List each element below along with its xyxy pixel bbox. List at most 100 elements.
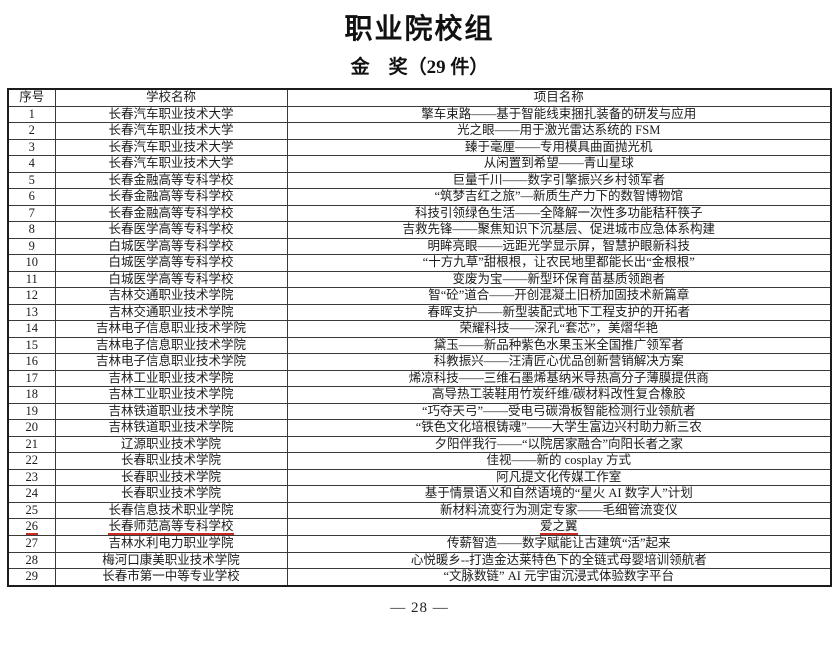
school-name: 长春金融高等专科学校 — [108, 205, 234, 220]
table-row: 22 长春职业技术学院 佳视——新的 cosplay 方式 — [7, 452, 832, 470]
school-name-cell: 吉林交通职业技术学院 — [54, 287, 288, 305]
table-row: 8 长春医学高等专科学校 吉救先锋——聚焦知识下沉基层、促进城市应急体系构建 — [7, 221, 832, 239]
row-no-cell: 23 — [7, 468, 56, 486]
table-row: 10 白城医学高等专科学校 “十方九草”甜根根，让农民地里都能长出“金根根” — [7, 254, 832, 272]
school-name-cell: 吉林电子信息职业技术学院 — [54, 353, 288, 371]
project-name: “文脉数链” AI 元宇宙沉浸式体验数字平台 — [443, 569, 675, 584]
row-number: 14 — [25, 321, 39, 336]
project-name-cell: 心悦暖乡--打造金达莱特色下的全链式母婴培训领航者 — [286, 551, 832, 569]
project-name: 基于情景语义和自然语境的“星火 AI 数字人”计划 — [424, 486, 693, 501]
project-name-cell: 爱之翼 — [286, 518, 832, 536]
school-name: 吉林电子信息职业技术学院 — [95, 321, 246, 336]
project-name: 吉救先锋——聚焦知识下沉基层、促进城市应急体系构建 — [402, 222, 715, 237]
project-name: 阿凡提文化传媒工作室 — [496, 469, 622, 484]
row-no-cell: 16 — [7, 353, 56, 371]
school-name: 长春职业技术学院 — [120, 453, 221, 468]
school-name-cell: 长春汽车职业技术大学 — [54, 155, 288, 173]
project-name-cell: 荣耀科技——深孔“套芯”，美熠华艳 — [286, 320, 832, 338]
project-name: 巨量千川——数字引擎振兴乡村领军者 — [452, 172, 665, 187]
table-row: 6 长春金融高等专科学校 “筑梦吉红之旅”—新质生产力下的数智博物馆 — [7, 188, 832, 206]
project-name: 心悦暖乡--打造金达莱特色下的全链式母婴培训领航者 — [410, 552, 707, 567]
project-name-cell: 基于情景语义和自然语境的“星火 AI 数字人”计划 — [286, 485, 832, 503]
header-row: 序号 学校名称 项目名称 — [7, 88, 832, 107]
table-row: 16 吉林电子信息职业技术学院 科教振兴——汪清匠心优品创新营销解决方案 — [7, 353, 832, 371]
project-name: 从闲置到希望——青山星球 — [483, 156, 634, 171]
table-row: 5 长春金融高等专科学校 巨量千川——数字引擎振兴乡村领军者 — [7, 171, 832, 189]
row-no-cell: 9 — [7, 237, 56, 255]
row-no-cell: 25 — [7, 501, 56, 519]
award-table: 序号 学校名称 项目名称 1 长春汽车职业技术大学 擎车束路——基于智能线束捆扎装备… — [7, 88, 832, 587]
project-name: “筑梦吉红之旅”—新质生产力下的数智博物馆 — [434, 189, 684, 204]
school-name: 吉林交通职业技术学院 — [108, 288, 234, 303]
table-row: 13 吉林交通职业技术学院 春晖支护——新型装配式地下工程支护的开拓者 — [7, 303, 832, 321]
table-row: 1 长春汽车职业技术大学 擎车束路——基于智能线束捆扎装备的研发与应用 — [7, 105, 832, 123]
school-name: 白城医学高等专科学校 — [108, 271, 234, 286]
table-row: 15 吉林电子信息职业技术学院 黛玉——新品种紫色水果玉米全国推广领军者 — [7, 336, 832, 354]
col-header-project: 项目名称 — [286, 88, 832, 107]
row-number: 19 — [25, 403, 39, 418]
project-name-cell: 臻于毫厘——专用模具曲面抛光机 — [286, 138, 832, 156]
table-body: 1 长春汽车职业技术大学 擎车束路——基于智能线束捆扎装备的研发与应用 2 长春汽车职业… — [7, 105, 832, 586]
row-number: 12 — [25, 288, 39, 303]
project-name: 烯凉科技——三维石墨烯基纳米导热高分子薄膜提供商 — [408, 370, 709, 385]
row-number: 6 — [28, 189, 35, 204]
row-no-cell: 13 — [7, 303, 56, 321]
project-name-cell: 明眸亮眼——远距光学显示屏，智慧护眼新科技 — [286, 237, 832, 255]
row-no-cell: 29 — [7, 568, 56, 586]
row-number: 13 — [25, 304, 39, 319]
project-name-cell: “巧夺天弓”——受电弓碳滑板智能检测行业领航者 — [286, 402, 832, 420]
row-no-cell: 18 — [7, 386, 56, 404]
table-row: 12 吉林交通职业技术学院 智“砼”道合——开创混凝土旧桥加固技术新篇章 — [7, 287, 832, 305]
school-name-cell: 吉林水利电力职业学院 — [54, 535, 288, 553]
school-name-cell: 吉林铁道职业技术学院 — [54, 419, 288, 437]
project-name-cell: 烯凉科技——三维石墨烯基纳米导热高分子薄膜提供商 — [286, 369, 832, 387]
project-name-cell: 高导热工装鞋用竹炭纤维/碳材料改性复合橡胶 — [286, 386, 832, 404]
row-number: 28 — [25, 552, 39, 567]
school-name-cell: 长春汽车职业技术大学 — [54, 122, 288, 140]
school-name: 吉林工业职业技术学院 — [108, 387, 234, 402]
row-no-cell: 5 — [7, 171, 56, 189]
school-name-cell: 吉林铁道职业技术学院 — [54, 402, 288, 420]
school-name-cell: 长春汽车职业技术大学 — [54, 138, 288, 156]
award-subtitle: 金 奖（29 件） — [350, 57, 489, 78]
row-no-cell: 14 — [7, 320, 56, 338]
school-name-cell: 长春师范高等专科学校 — [54, 518, 288, 536]
table-row: 20 吉林铁道职业技术学院 “铁色文化培根铸魂”——大学生富边兴村助力新三农 — [7, 419, 832, 437]
school-name: 吉林电子信息职业技术学院 — [95, 354, 246, 369]
row-no-cell: 4 — [7, 155, 56, 173]
table-row: 19 吉林铁道职业技术学院 “巧夺天弓”——受电弓碳滑板智能检测行业领航者 — [7, 402, 832, 420]
school-name: 长春市第一中等专业学校 — [102, 569, 240, 584]
row-no-cell: 3 — [7, 138, 56, 156]
row-number: 10 — [25, 255, 39, 270]
row-no-cell: 1 — [7, 105, 56, 123]
table-row: 21 辽源职业技术学院 夕阳伴我行——“以院居家融合”向阳长者之家 — [7, 435, 832, 453]
row-number: 8 — [28, 222, 35, 237]
school-name: 辽源职业技术学院 — [120, 436, 221, 451]
project-name: 爱之翼 — [539, 519, 578, 535]
project-name: “巧夺天弓”——受电弓碳滑板智能检测行业领航者 — [421, 403, 696, 418]
project-name: 高导热工装鞋用竹炭纤维/碳材料改性复合橡胶 — [432, 387, 686, 402]
school-name: 长春汽车职业技术大学 — [108, 106, 234, 121]
row-number: 22 — [25, 453, 39, 468]
row-no-cell: 28 — [7, 551, 56, 569]
school-name-cell: 吉林工业职业技术学院 — [54, 369, 288, 387]
project-name: 智“砼”道合——开创混凝土旧桥加固技术新篇章 — [428, 288, 690, 303]
row-number: 9 — [28, 238, 35, 253]
project-name: 科教振兴——汪清匠心优品创新营销解决方案 — [433, 354, 684, 369]
school-name: 吉林铁道职业技术学院 — [108, 403, 234, 418]
school-name-cell: 白城医学高等专科学校 — [54, 270, 288, 288]
table-row: 7 长春金融高等专科学校 科技引领绿色生活——全降解一次性多功能秸秆筷子 — [7, 204, 832, 222]
row-number: 1 — [28, 106, 35, 121]
school-name-cell: 白城医学高等专科学校 — [54, 254, 288, 272]
table-row: 9 白城医学高等专科学校 明眸亮眼——远距光学显示屏，智慧护眼新科技 — [7, 237, 832, 255]
project-name-cell: 擎车束路——基于智能线束捆扎装备的研发与应用 — [286, 105, 832, 123]
school-name: 长春金融高等专科学校 — [108, 172, 234, 187]
row-no-cell: 6 — [7, 188, 56, 206]
school-name: 长春汽车职业技术大学 — [108, 123, 234, 138]
project-name: 擎车束路——基于智能线束捆扎装备的研发与应用 — [421, 106, 697, 121]
project-name: 佳视——新的 cosplay 方式 — [486, 453, 631, 468]
row-no-cell: 17 — [7, 369, 56, 387]
table-row: 29 长春市第一中等专业学校 “文脉数链” AI 元宇宙沉浸式体验数字平台 — [7, 568, 832, 586]
col-header-school: 学校名称 — [54, 88, 288, 107]
